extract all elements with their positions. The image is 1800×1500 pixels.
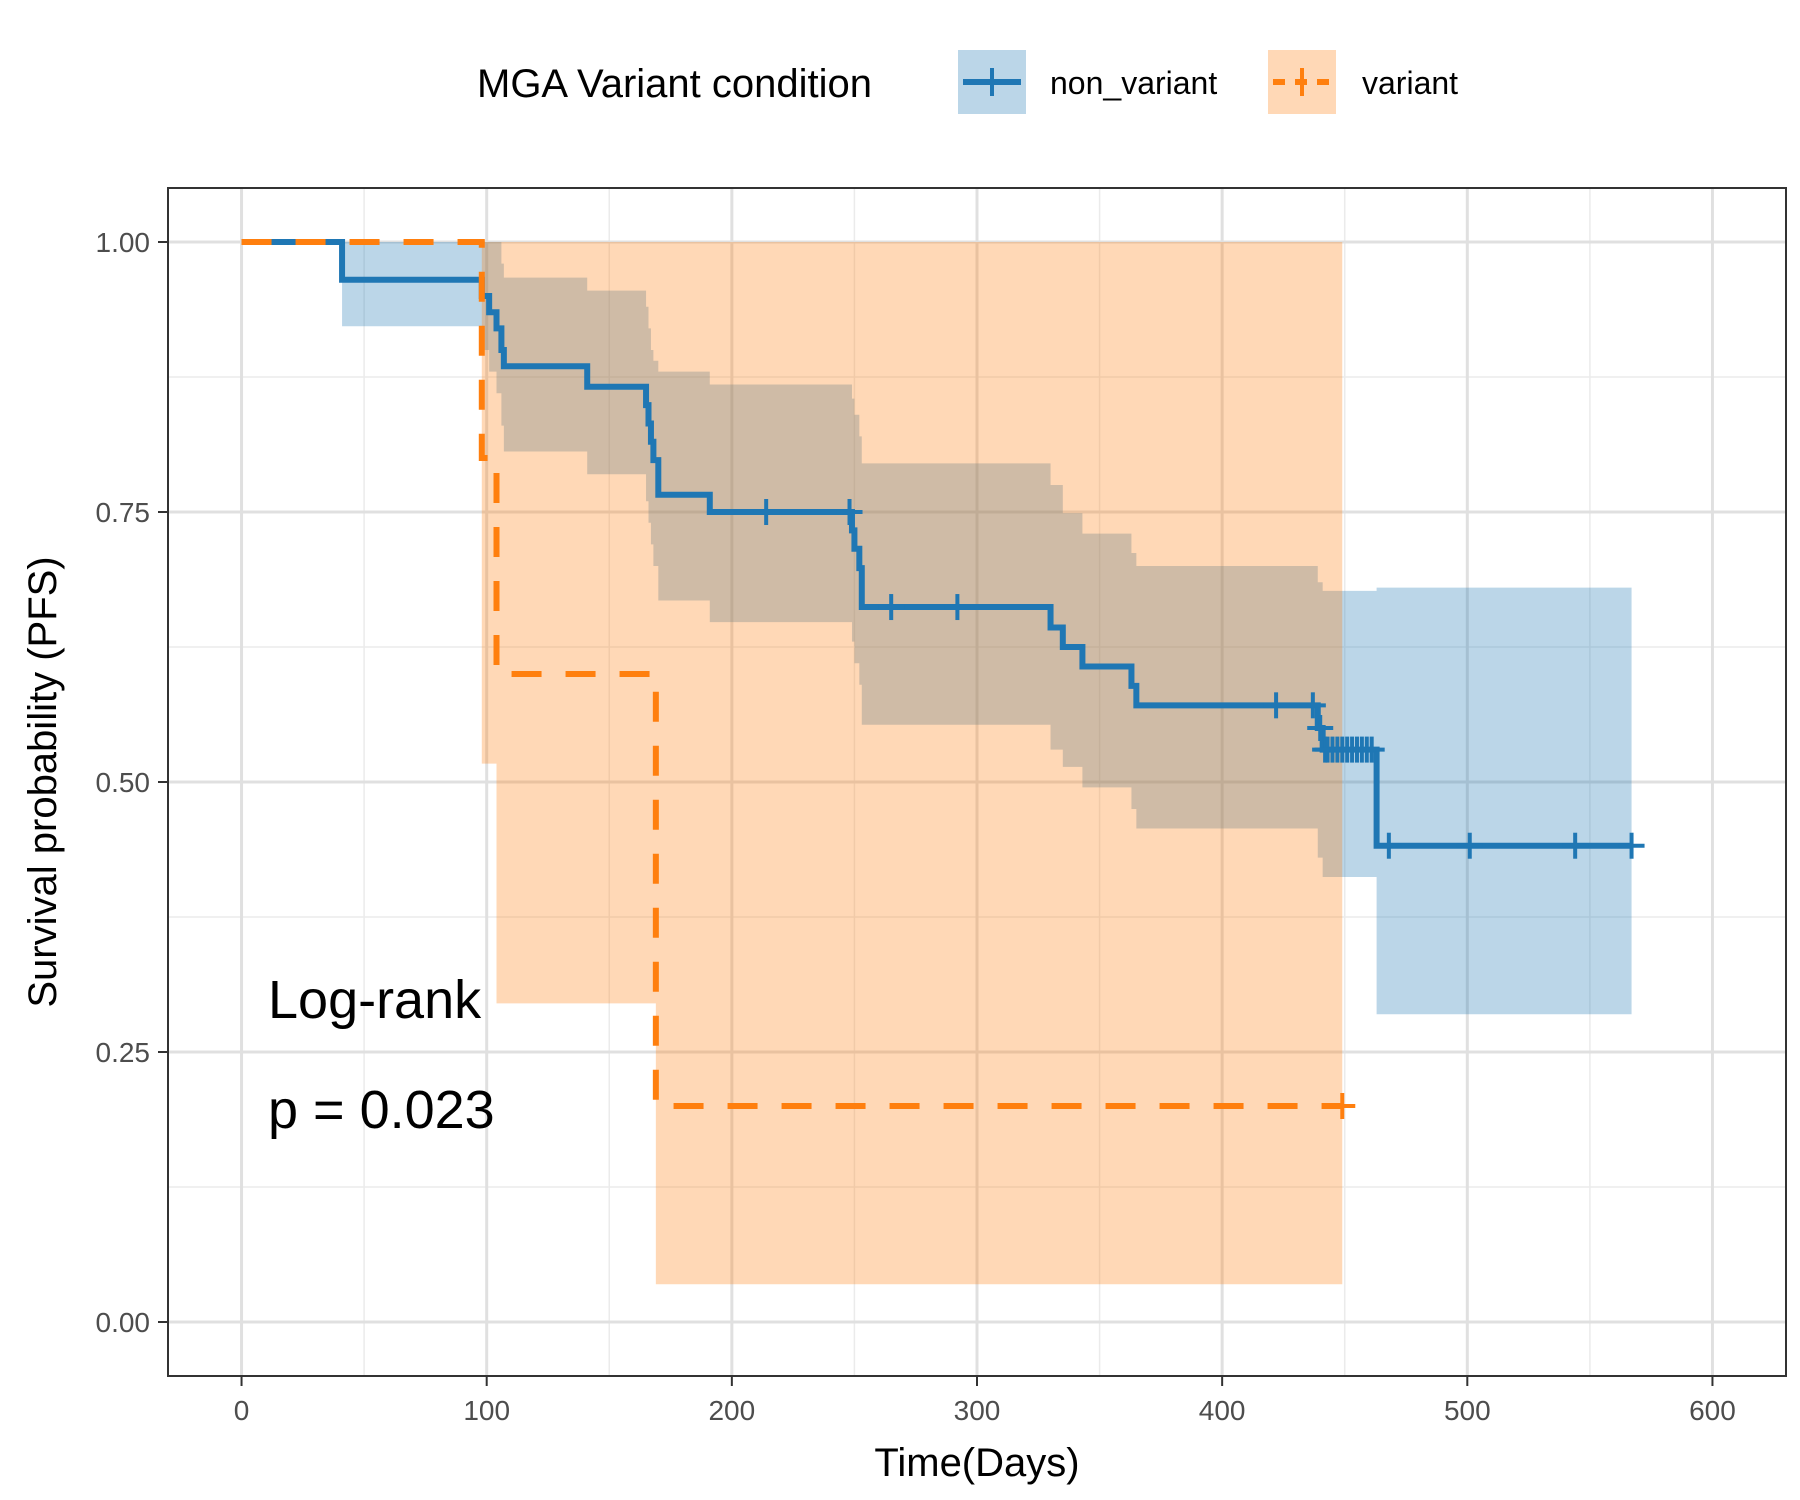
y-tick-label: 0.25: [96, 1037, 151, 1068]
x-axis-title: Time(Days): [874, 1441, 1079, 1485]
y-tick-label: 0.00: [96, 1307, 151, 1338]
survival-curve-non_variant: [241, 239, 1632, 849]
y-tick-label: 0.50: [96, 767, 151, 798]
x-tick-label: 100: [463, 1395, 510, 1426]
x-tick-label: 0: [234, 1395, 250, 1426]
x-tick-label: 300: [954, 1395, 1001, 1426]
legend: MGA Variant condition non_variant varian…: [477, 50, 1458, 114]
y-tick-label: 0.75: [96, 497, 151, 528]
x-axis: 0 100 200 300 400 500 600: [234, 1376, 1736, 1426]
confidence-band-non_variant: [241, 242, 1632, 1015]
x-tick-label: 400: [1199, 1395, 1246, 1426]
x-tick-label: 500: [1444, 1395, 1491, 1426]
survival-curve-variant: [241, 239, 1343, 1109]
legend-title: MGA Variant condition: [477, 62, 872, 106]
survival-curves: [241, 239, 1632, 1109]
confidence-bands: [241, 242, 1632, 1285]
x-tick-label: 200: [708, 1395, 755, 1426]
legend-label-variant: variant: [1362, 65, 1458, 101]
censor-marks: [753, 499, 1645, 1119]
confidence-band-variant: [241, 242, 1343, 1285]
x-tick-label: 600: [1689, 1395, 1736, 1426]
y-tick-label: 1.00: [96, 227, 151, 258]
grid-major: [168, 188, 1786, 1376]
legend-label-non-variant: non_variant: [1050, 65, 1217, 101]
y-axis: 0.00 0.25 0.50 0.75 1.00: [96, 227, 168, 1338]
annotation-p-value: p = 0.023: [268, 1080, 495, 1140]
annotation-log-rank: Log-rank: [268, 970, 482, 1030]
y-axis-title: Survival probability (PFS): [21, 556, 65, 1007]
